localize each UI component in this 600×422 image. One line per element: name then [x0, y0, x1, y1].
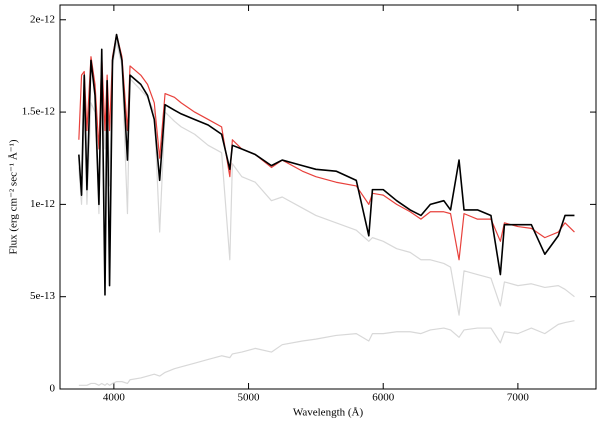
plot-frame — [59, 4, 597, 390]
x-tick-label: 6000 — [372, 392, 395, 404]
spectrum-line — [78, 33, 575, 296]
y-tick-label: 5e-13 — [30, 290, 56, 302]
y-axis-label: Flux (erg cm⁻² sec⁻¹ Å⁻¹) — [8, 139, 20, 254]
x-tick-label: 4000 — [103, 392, 126, 404]
x-axis-label: Wavelength (Å) — [293, 407, 364, 419]
spectrum-line — [78, 320, 575, 386]
y-tick-label: 2e-12 — [30, 13, 55, 25]
spectrum-line — [78, 33, 575, 261]
x-tick-label: 7000 — [507, 392, 530, 404]
x-tick-label: 5000 — [238, 392, 261, 404]
y-tick-label: 1e-12 — [30, 198, 55, 210]
y-tick-label: 1.5e-12 — [22, 106, 55, 118]
y-tick-label: 0 — [50, 383, 56, 395]
